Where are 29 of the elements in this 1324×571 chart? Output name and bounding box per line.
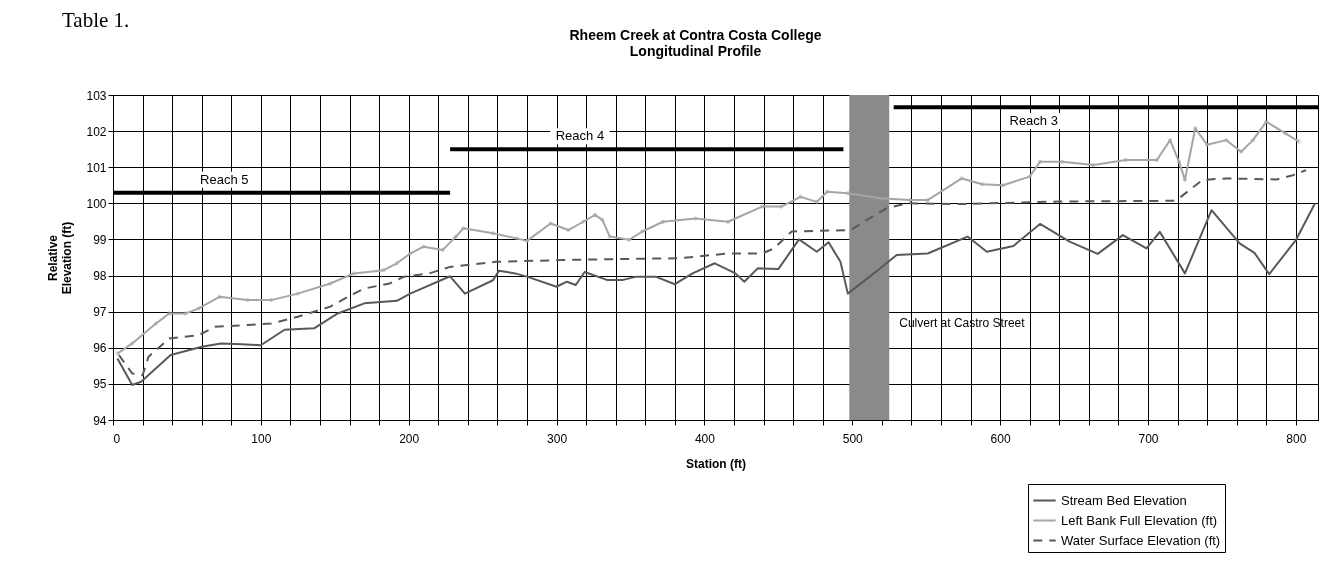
y-tick-label: 96 — [93, 341, 107, 356]
y-tick-label: 94 — [93, 413, 107, 428]
y-tick-label: 98 — [93, 269, 107, 284]
x-tick-label: 500 — [842, 431, 864, 446]
legend-label: Water Surface Elevation (ft) — [1061, 532, 1221, 548]
y-tick-label: 100 — [86, 196, 107, 211]
y-tick-label: 101 — [86, 160, 107, 175]
x-tick-label: 400 — [694, 431, 716, 446]
y-tick-label: 99 — [93, 232, 107, 247]
legend-label: Stream Bed Elevation — [1061, 492, 1187, 508]
series-label: Reach 3 — [1009, 112, 1058, 128]
x-tick-label: 200 — [399, 431, 420, 446]
y-tick-label: 102 — [86, 124, 107, 139]
x-tick-label: 100 — [251, 431, 272, 446]
caption: Table 1. — [62, 8, 130, 33]
y-tick-label: 103 — [86, 88, 107, 103]
series-label: Reach 4 — [555, 128, 605, 144]
x-tick-label: 300 — [547, 431, 568, 446]
y-tick-label: 95 — [93, 377, 107, 392]
y-axis-title: Relative Elevation (ft) — [46, 221, 75, 295]
x-tick-label: 600 — [990, 431, 1011, 446]
chart-title: Rheem Creek at Contra Costa College Longitudinal Profile — [569, 27, 822, 59]
x-tick-label: 800 — [1286, 431, 1307, 446]
series-label: Reach 5 — [200, 171, 249, 187]
x-tick-label: 700 — [1138, 431, 1159, 446]
legend-label: Left Bank Full Elevation (ft) — [1061, 512, 1218, 528]
x-axis-title: Station (ft) — [686, 456, 746, 471]
y-tick-label: 97 — [93, 305, 107, 320]
x-tick-label: 0 — [113, 431, 121, 446]
